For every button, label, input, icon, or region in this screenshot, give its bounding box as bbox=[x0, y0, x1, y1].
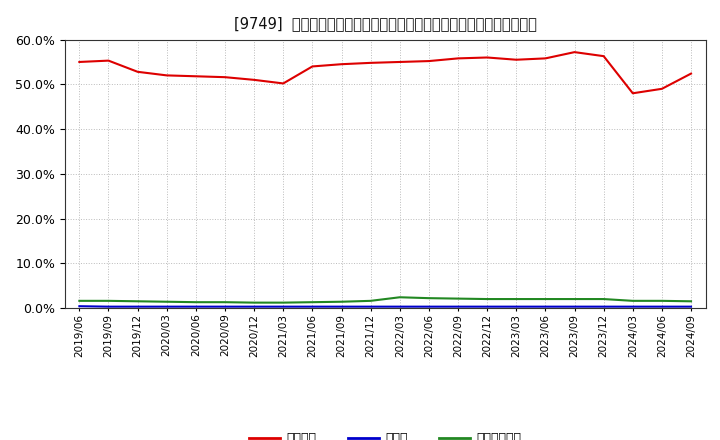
Title: [9749]  自己資本、のれん、繰延税金資産の総資産に対する比率の推移: [9749] 自己資本、のれん、繰延税金資産の総資産に対する比率の推移 bbox=[234, 16, 536, 32]
Legend: 自己資本, のれん, 繰延税金資産: 自己資本, のれん, 繰延税金資産 bbox=[244, 427, 526, 440]
